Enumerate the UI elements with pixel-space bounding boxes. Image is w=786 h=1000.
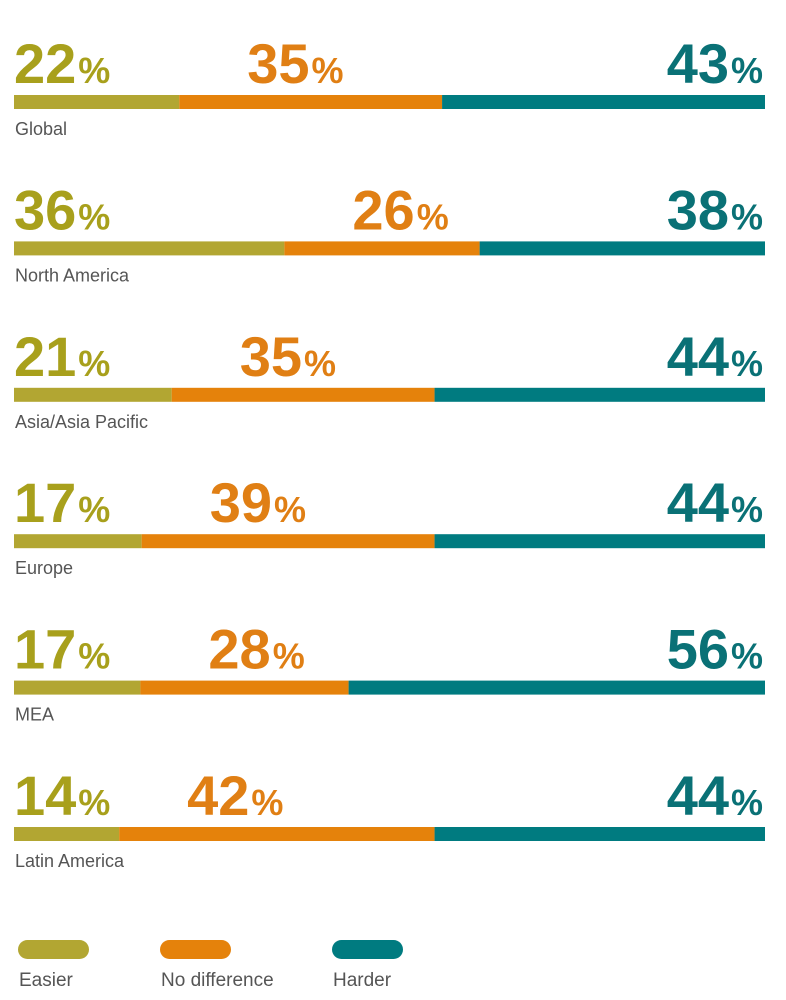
bar-segment-harder: [434, 827, 765, 841]
region-label: Global: [15, 119, 67, 139]
bar-segment-easier: [14, 95, 180, 109]
bar-segment-no-difference: [141, 534, 435, 549]
value-label-easier: 17%: [14, 471, 110, 534]
bar-segment-harder: [479, 241, 765, 256]
value-label-no-difference: 39%: [210, 471, 306, 534]
region-label: North America: [15, 265, 130, 285]
value-label-harder: 43%: [667, 32, 763, 95]
legend-swatch-no-difference: [160, 940, 231, 959]
row-asia-asia-pacific: 21% 35% 44% Asia/Asia Pacific: [14, 325, 765, 432]
legend-item-harder: Harder: [332, 940, 403, 991]
value-label-no-difference: 28%: [208, 618, 304, 681]
bar-segment-easier: [14, 241, 285, 256]
value-label-easier: 36%: [14, 178, 110, 241]
row-north-america: 36% 26% 38% North America: [14, 178, 765, 285]
value-label-harder: 44%: [667, 471, 763, 534]
value-label-easier: 22%: [14, 32, 110, 95]
value-label-harder: 44%: [667, 764, 763, 827]
bar-segment-no-difference: [140, 680, 349, 695]
bar-segment-no-difference: [284, 241, 480, 256]
region-label: Europe: [15, 558, 73, 578]
bar-segment-no-difference: [119, 827, 435, 841]
bar-segment-easier: [14, 534, 142, 549]
bar-segment-no-difference: [179, 95, 443, 109]
legend-label-no-difference: No difference: [161, 970, 274, 991]
legend: Easier No difference Harder: [18, 940, 403, 991]
row-latin-america: 14% 42% 44% Latin America: [14, 764, 765, 871]
row-europe: 17% 39% 44% Europe: [14, 471, 765, 578]
legend-item-easier: Easier: [18, 940, 89, 991]
legend-label-easier: Easier: [19, 970, 74, 991]
value-label-no-difference: 26%: [352, 178, 448, 241]
bar-segment-harder: [434, 387, 765, 402]
value-label-no-difference: 35%: [240, 325, 336, 388]
value-label-easier: 14%: [14, 764, 110, 827]
value-label-harder: 44%: [667, 325, 763, 388]
legend-item-no-difference: No difference: [160, 940, 274, 991]
region-label: Asia/Asia Pacific: [15, 412, 148, 432]
value-label-no-difference: 35%: [247, 32, 343, 95]
bar-segment-no-difference: [171, 387, 435, 402]
bar-segment-harder: [442, 95, 765, 109]
legend-swatch-easier: [18, 940, 89, 959]
row-mea: 17% 28% 56% MEA: [14, 618, 765, 725]
bar-segment-easier: [14, 680, 141, 695]
legend-swatch-harder: [332, 940, 403, 959]
value-label-no-difference: 42%: [187, 764, 283, 827]
bar-segment-harder: [434, 534, 765, 549]
bar-segment-easier: [14, 387, 172, 402]
value-label-easier: 17%: [14, 618, 110, 681]
bar-segment-easier: [14, 827, 120, 841]
row-global: 22% 35% 43% Global: [14, 32, 765, 139]
legend-label-harder: Harder: [333, 970, 392, 991]
value-label-harder: 56%: [667, 618, 763, 681]
region-label: Latin America: [15, 851, 125, 871]
chart-rows: 22% 35% 43% Global 36% 26% 38% North America 21%…: [14, 32, 765, 871]
value-label-easier: 21%: [14, 325, 110, 388]
region-label: MEA: [15, 705, 54, 725]
bar-segment-harder: [348, 680, 765, 695]
value-label-harder: 38%: [667, 178, 763, 241]
